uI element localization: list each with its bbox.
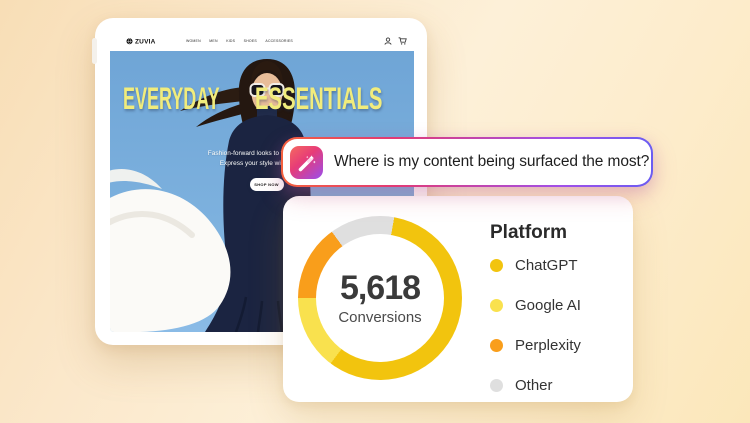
- menu-item[interactable]: MEN: [209, 39, 218, 43]
- hero-tagline: Fashion-forward looks to t Express your …: [208, 148, 283, 168]
- platform-donut-chart: 5,618 Conversions: [298, 216, 462, 380]
- perplexity-dot-icon: [490, 339, 503, 352]
- site-logo-text: ZUVIA: [135, 37, 156, 45]
- nav-icons: [384, 37, 407, 45]
- donut-center: 5,618 Conversions: [316, 234, 444, 362]
- menu-item[interactable]: WOMEN: [186, 39, 201, 43]
- legend-row-chatgpt: ChatGPT: [490, 257, 581, 274]
- hero-tagline-line1: Fashion-forward looks to t: [208, 149, 283, 157]
- hero-tagline-line2: Express your style wit: [220, 159, 283, 167]
- site-navbar: ZUVIA WOMEN MEN KIDS SHOES ACCESSORIES: [110, 31, 414, 51]
- website-screen: ZUVIA WOMEN MEN KIDS SHOES ACCESSORIES: [110, 31, 414, 332]
- user-account-icon[interactable]: [384, 37, 392, 45]
- cart-icon[interactable]: [398, 37, 407, 45]
- legend-row-google-ai: Google AI: [490, 297, 581, 314]
- chatgpt-dot-icon: [490, 259, 503, 272]
- conversions-label: Conversions: [338, 308, 422, 326]
- google-ai-dot-icon: [490, 299, 503, 312]
- legend-row-other: Other: [490, 377, 581, 394]
- hero-headline-right: ESSENTIALS: [255, 82, 383, 117]
- ai-prompt-chip[interactable]: Where is my content being surfaced the m…: [281, 137, 653, 187]
- legend-title: Platform: [490, 222, 568, 243]
- hero-headline-left: EVERYDAY: [123, 82, 220, 117]
- tablet-side-button: [92, 38, 97, 64]
- menu-item[interactable]: KIDS: [226, 39, 236, 43]
- magic-wand-icon: [298, 154, 316, 171]
- menu-item[interactable]: ACCESSORIES: [265, 39, 293, 43]
- prompt-question-text: Where is my content being surfaced the m…: [334, 153, 650, 170]
- site-menu: WOMEN MEN KIDS SHOES ACCESSORIES: [186, 39, 293, 43]
- other-dot-icon: [490, 379, 503, 392]
- chart-legend: Platform ChatGPT Google AI Perplexity Ot…: [490, 222, 581, 394]
- menu-item[interactable]: SHOES: [243, 39, 257, 43]
- conversions-total: 5,618: [339, 268, 421, 307]
- legend-row-perplexity: Perplexity: [490, 337, 581, 354]
- tablet-mockup: ZUVIA WOMEN MEN KIDS SHOES ACCESSORIES: [92, 18, 427, 345]
- shop-now-label: SHOP NOW: [254, 182, 280, 187]
- conversions-card: 5,618 Conversions Platform ChatGPT Googl…: [283, 196, 633, 402]
- magic-wand-tile: [290, 145, 323, 179]
- site-logo[interactable]: ZUVIA: [126, 37, 156, 45]
- shop-now-button[interactable]: SHOP NOW: [250, 178, 284, 191]
- logo-globe-icon: [126, 38, 133, 44]
